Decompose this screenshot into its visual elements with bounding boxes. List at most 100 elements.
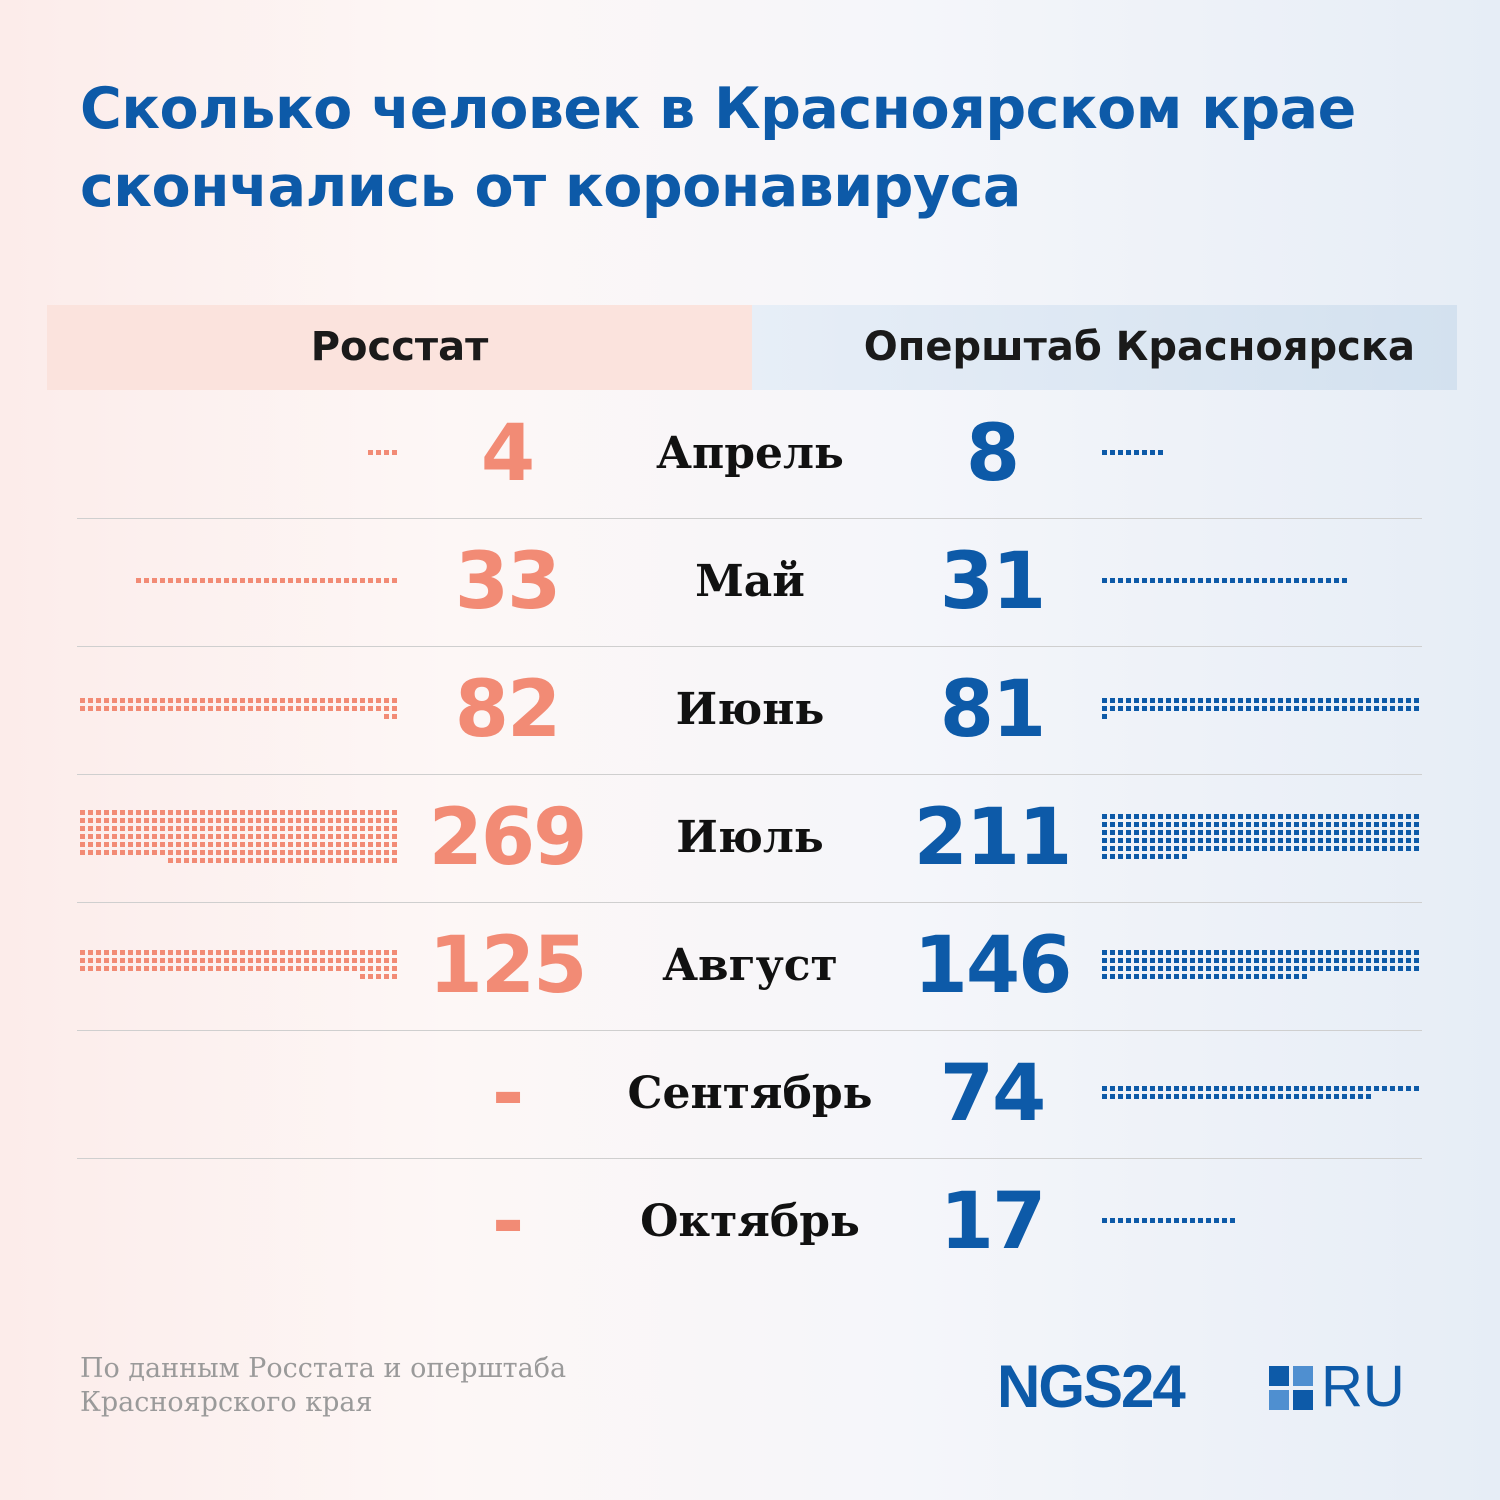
rosstat-unit-dot xyxy=(136,850,141,855)
operstab-unit-dot xyxy=(1158,838,1163,843)
operstab-unit-dot xyxy=(1334,846,1339,851)
rosstat-unit-dot xyxy=(96,958,101,963)
rosstat-unit-dot xyxy=(136,698,141,703)
rosstat-unit-dot xyxy=(104,958,109,963)
rosstat-unit-dot xyxy=(376,850,381,855)
rosstat-unit-dot xyxy=(288,810,293,815)
rosstat-unit-dot xyxy=(136,810,141,815)
operstab-unit-dot xyxy=(1334,578,1339,583)
operstab-unit-dot xyxy=(1310,958,1315,963)
rosstat-unit-dot xyxy=(208,966,213,971)
rosstat-unit-dot xyxy=(232,850,237,855)
operstab-unit-dot xyxy=(1238,966,1243,971)
chart-rows: 4 Апрель 8 33 Май 31 82 Июнь 81 269 Июль 211 125 Авгу… xyxy=(0,390,1500,1290)
rosstat-unit-dot xyxy=(88,950,93,955)
operstab-unit-dot xyxy=(1118,814,1123,819)
rosstat-unit-dot xyxy=(184,858,189,863)
rosstat-unit-dot xyxy=(176,966,181,971)
operstab-unit-dot xyxy=(1358,706,1363,711)
operstab-unit-dot xyxy=(1230,1094,1235,1099)
rosstat-unit-dot xyxy=(80,950,85,955)
rosstat-unit-dot xyxy=(312,950,317,955)
rosstat-unit-dot xyxy=(168,958,173,963)
rosstat-unit-dot xyxy=(328,850,333,855)
operstab-unit-dot xyxy=(1134,822,1139,827)
rosstat-unit-dot xyxy=(384,834,389,839)
operstab-unit-dot xyxy=(1150,1218,1155,1223)
operstab-unit-dot xyxy=(1390,814,1395,819)
rosstat-unit-dot xyxy=(344,958,349,963)
operstab-unit-dot xyxy=(1166,966,1171,971)
operstab-unit-dot xyxy=(1126,1094,1131,1099)
operstab-unit-dot xyxy=(1238,974,1243,979)
operstab-unit-dot xyxy=(1222,1086,1227,1091)
operstab-unit-dot xyxy=(1286,698,1291,703)
rosstat-unit-dot xyxy=(136,818,141,823)
rosstat-unit-dot xyxy=(112,810,117,815)
rosstat-unit-dot xyxy=(144,958,149,963)
rosstat-unit-dot xyxy=(96,706,101,711)
operstab-unit-dot xyxy=(1398,838,1403,843)
rosstat-unit-dot xyxy=(336,818,341,823)
operstab-unit-dot xyxy=(1110,706,1115,711)
rosstat-unit-dot xyxy=(368,698,373,703)
operstab-unit-dot xyxy=(1230,1086,1235,1091)
operstab-unit-dot xyxy=(1358,830,1363,835)
rosstat-unit-dot xyxy=(248,826,253,831)
operstab-unit-dot xyxy=(1102,698,1107,703)
rosstat-unit-dot xyxy=(80,706,85,711)
rosstat-unit-dot xyxy=(320,578,325,583)
operstab-unit-dot xyxy=(1390,830,1395,835)
operstab-unit-dot xyxy=(1390,1086,1395,1091)
operstab-unit-dot xyxy=(1206,830,1211,835)
rosstat-unit-dot xyxy=(264,826,269,831)
operstab-unit-dot xyxy=(1310,846,1315,851)
operstab-unit-dot xyxy=(1334,698,1339,703)
rosstat-unit-dot xyxy=(360,810,365,815)
rosstat-unit-dot xyxy=(168,850,173,855)
operstab-unit-dot xyxy=(1254,974,1259,979)
operstab-unit-dot xyxy=(1302,966,1307,971)
rosstat-unit-dot xyxy=(352,810,357,815)
operstab-unit-dot xyxy=(1222,578,1227,583)
operstab-unit-dot xyxy=(1374,846,1379,851)
rosstat-unit-dot xyxy=(88,818,93,823)
rosstat-unit-dot xyxy=(184,818,189,823)
operstab-unit-dot xyxy=(1318,966,1323,971)
rosstat-unit-dot xyxy=(216,950,221,955)
operstab-unit-dot xyxy=(1310,814,1315,819)
rosstat-unit-dot xyxy=(200,706,205,711)
operstab-unit-dot xyxy=(1110,950,1115,955)
operstab-unit-dot xyxy=(1142,450,1147,455)
rosstat-unit-dot xyxy=(200,578,205,583)
rosstat-unit-dot xyxy=(232,950,237,955)
rosstat-unit-dot xyxy=(224,958,229,963)
rosstat-unit-dot xyxy=(248,958,253,963)
operstab-unit-dot xyxy=(1158,958,1163,963)
rosstat-unit-dot xyxy=(88,826,93,831)
rosstat-unit-dot xyxy=(112,698,117,703)
operstab-unit-dot xyxy=(1142,854,1147,859)
operstab-unit-dot xyxy=(1206,814,1211,819)
rosstat-unit-dot xyxy=(224,966,229,971)
operstab-unit-dot xyxy=(1238,846,1243,851)
rosstat-unit-dot xyxy=(392,850,397,855)
rosstat-unit-dot xyxy=(256,858,261,863)
rosstat-unit-dot xyxy=(104,850,109,855)
operstab-unit-dot xyxy=(1270,578,1275,583)
rosstat-unit-dot xyxy=(88,966,93,971)
operstab-unit-dot xyxy=(1158,1094,1163,1099)
operstab-unit-dot xyxy=(1286,1086,1291,1091)
rosstat-unit-dot xyxy=(104,842,109,847)
operstab-unit-dot xyxy=(1334,822,1339,827)
rosstat-unit-dot xyxy=(208,958,213,963)
rosstat-unit-dot xyxy=(112,966,117,971)
month-label: Июнь xyxy=(675,684,825,735)
operstab-unit-dot xyxy=(1150,950,1155,955)
operstab-unit-dot xyxy=(1406,830,1411,835)
operstab-unit-dot xyxy=(1262,966,1267,971)
rosstat-unit-dot xyxy=(320,850,325,855)
rosstat-unit-dot xyxy=(368,834,373,839)
rosstat-unit-dot xyxy=(256,818,261,823)
operstab-unit-dot xyxy=(1206,1094,1211,1099)
